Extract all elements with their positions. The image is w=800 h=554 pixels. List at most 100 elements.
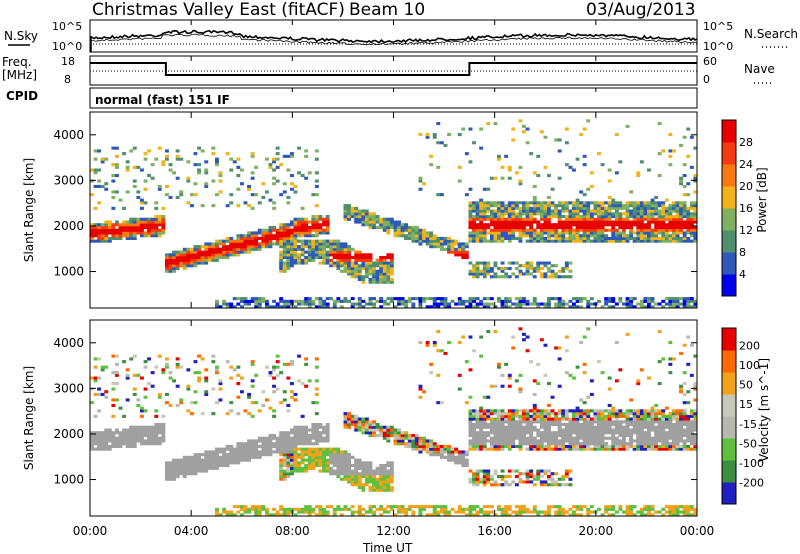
velocity-cell (486, 434, 491, 438)
velocity-cell (525, 439, 530, 443)
power-cell (564, 127, 569, 131)
velocity-cell (639, 510, 644, 514)
power-cell (372, 269, 376, 273)
power-cell (122, 228, 126, 232)
power-cell (250, 193, 255, 197)
velocity-cell (93, 439, 98, 443)
power-cell (497, 204, 501, 208)
velocity-cell (464, 507, 469, 511)
power-cell (479, 239, 484, 243)
power-cell (379, 280, 384, 284)
velocity-cell (607, 423, 612, 427)
velocity-cell (572, 425, 576, 429)
velocity-cell (447, 450, 451, 454)
power-cell (104, 220, 109, 224)
velocity-cell (389, 485, 394, 489)
velocity-cell (240, 376, 244, 380)
velocity-cell (643, 439, 648, 443)
power-cell (650, 234, 655, 238)
velocity-cell (347, 414, 351, 418)
velocity-cell (125, 444, 130, 448)
power-cell (464, 299, 469, 303)
velocity-cell (389, 434, 394, 438)
velocity-cell (511, 442, 516, 446)
power-cell (118, 231, 123, 235)
velocity-cell (493, 444, 498, 448)
power-cell (111, 236, 116, 240)
power-cell (532, 206, 537, 210)
velocity-cell (314, 379, 319, 383)
velocity-cell (514, 412, 519, 416)
velocity-cell (475, 505, 480, 509)
power-cell (457, 250, 462, 254)
power-cell (314, 245, 319, 249)
velocity-cell (547, 507, 551, 511)
power-cell (689, 204, 694, 208)
velocity-cell (279, 434, 284, 438)
velocity-cell (143, 360, 148, 364)
velocity-cell (589, 392, 594, 396)
power-cell (529, 212, 534, 216)
power-cell (643, 228, 648, 232)
power-cell (489, 275, 494, 279)
velocity-cell (407, 439, 412, 443)
power-cell (372, 297, 376, 301)
velocity-cell (468, 477, 473, 481)
power-cell (254, 234, 259, 238)
velocity-cell (532, 444, 537, 448)
velocity-cell (568, 436, 573, 440)
power-cell (586, 236, 591, 240)
power-cell (489, 204, 494, 208)
velocity-cell (614, 510, 619, 514)
power-cell (582, 228, 587, 232)
velocity-cell (429, 505, 434, 509)
velocity-cell (457, 505, 462, 509)
power-cell (300, 234, 305, 238)
velocity-cell (575, 420, 580, 424)
power-cell (236, 242, 241, 246)
velocity-cell (639, 423, 644, 427)
power-cell (486, 297, 491, 301)
power-cell (97, 168, 101, 172)
velocity-cell (261, 453, 266, 457)
velocity-cell (372, 431, 376, 435)
velocity-cell (600, 414, 605, 418)
power-cell (618, 236, 623, 240)
power-cell (147, 223, 151, 227)
power-cell (107, 228, 112, 232)
power-cell (165, 264, 169, 268)
velocity-cell (482, 483, 487, 487)
power-cell (297, 299, 301, 303)
velocity-cell (407, 434, 412, 438)
power-cell (347, 269, 351, 273)
power-cell (286, 242, 291, 246)
velocity-cell (175, 461, 180, 465)
power-cell (240, 247, 244, 251)
power-cell (204, 160, 209, 164)
velocity-cell (497, 444, 501, 448)
power-cell (429, 231, 434, 235)
power-cell (343, 250, 348, 254)
velocity-cell (115, 428, 119, 432)
velocity-cell (300, 434, 305, 438)
power-cell (561, 269, 566, 273)
power-cell (125, 234, 130, 238)
velocity-cell (443, 450, 448, 454)
power-cell (639, 302, 644, 306)
velocity-cell (461, 461, 466, 465)
velocity-cell (314, 423, 319, 427)
power-cell (290, 228, 294, 232)
power-cell (147, 149, 151, 153)
velocity-cell (282, 513, 287, 517)
velocity-cell (90, 436, 94, 440)
velocity-cell (379, 513, 384, 517)
velocity-cell (347, 477, 351, 481)
power-cell (411, 305, 416, 309)
power-cell (418, 179, 423, 183)
power-cell (586, 305, 591, 309)
velocity-cell (379, 477, 384, 481)
velocity-cell (254, 453, 259, 457)
velocity-cell (629, 434, 634, 438)
power-cell (511, 204, 516, 208)
velocity-cell (629, 417, 634, 421)
